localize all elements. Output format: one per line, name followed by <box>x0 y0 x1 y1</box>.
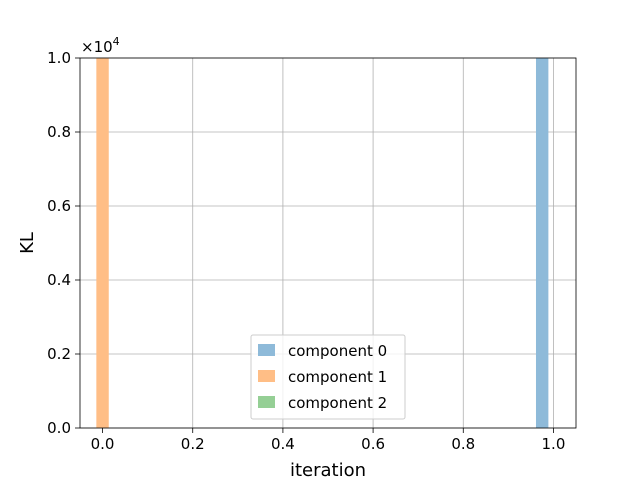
y-multiplier-exponent: 4 <box>113 35 120 48</box>
bar-component-1 <box>96 58 109 428</box>
x-axis-label: iteration <box>290 460 366 480</box>
legend: component 0 component 1 component 2 <box>250 334 406 420</box>
x-tick-label: 0.4 <box>271 435 295 453</box>
y-axis-ticks: 0.0 0.2 0.4 0.6 0.8 1.0 <box>47 49 80 437</box>
y-tick-label: 0.6 <box>47 197 71 215</box>
y-tick-label: 0.4 <box>47 271 71 289</box>
y-tick-label: 1.0 <box>47 49 71 67</box>
legend-label-component-1: component 1 <box>288 368 387 386</box>
x-tick-label: 1.0 <box>542 435 566 453</box>
x-tick-label: 0.6 <box>361 435 385 453</box>
legend-swatch-component-1 <box>258 370 275 382</box>
x-tick-label: 0.8 <box>451 435 475 453</box>
legend-frame <box>250 334 406 420</box>
y-tick-label: 0.0 <box>47 419 71 437</box>
x-tick-label: 0.0 <box>91 435 115 453</box>
x-axis-ticks: 0.0 0.2 0.4 0.6 0.8 1.0 <box>91 428 566 453</box>
y-tick-label: 0.8 <box>47 123 71 141</box>
y-tick-label: 0.2 <box>47 345 71 363</box>
legend-swatch-component-2 <box>258 396 275 408</box>
y-multiplier: ×104 <box>81 35 120 56</box>
plot-frame <box>79 57 577 429</box>
y-axis-label: KL <box>17 232 38 254</box>
x-tick-label: 0.2 <box>181 435 205 453</box>
legend-label-component-0: component 0 <box>288 342 387 360</box>
legend-label-component-2: component 2 <box>288 394 387 412</box>
legend-swatch-component-0 <box>258 344 275 356</box>
bars <box>96 58 549 428</box>
bar-component-0 <box>535 58 549 428</box>
